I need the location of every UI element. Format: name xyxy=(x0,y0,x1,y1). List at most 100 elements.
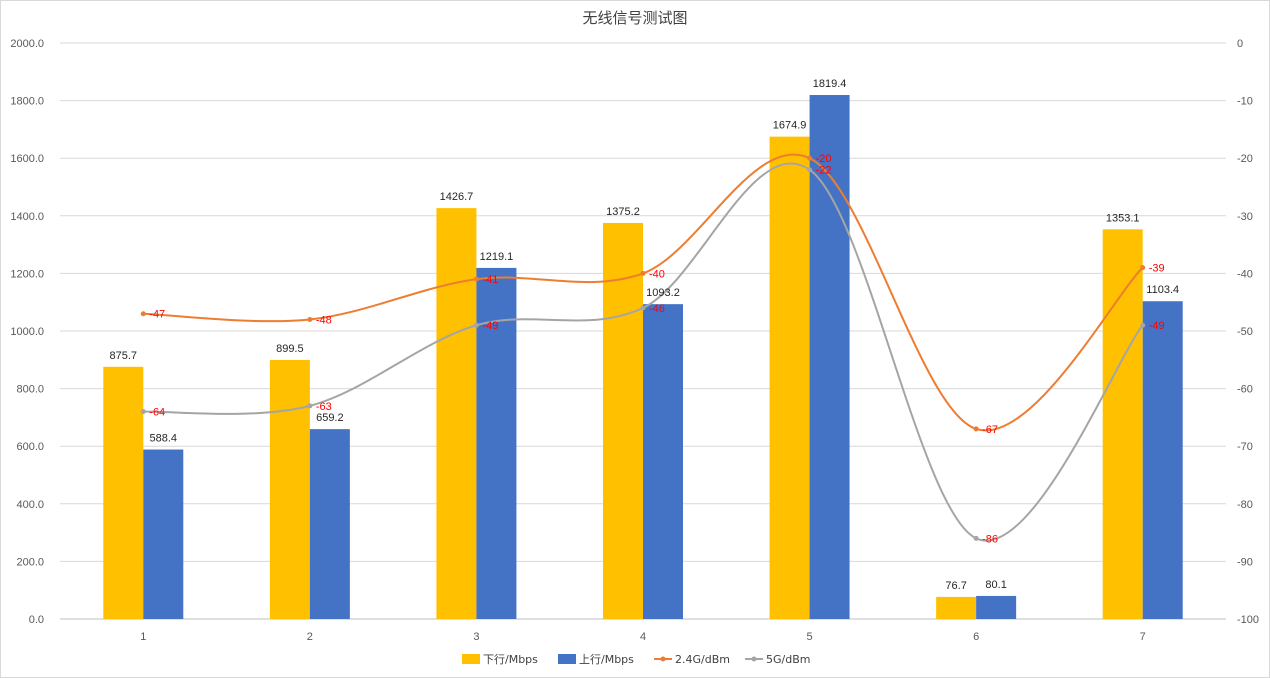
right-axis: 0 -10 -20 -30 -40 -50 -60 -70 -80 -90 -100 xyxy=(1237,38,1259,626)
bar-data-label: 1353.1 xyxy=(1106,212,1140,224)
right-tick-label: -10 xyxy=(1237,96,1253,108)
bar-upload xyxy=(976,595,1017,619)
bar-data-label: 76.7 xyxy=(945,580,966,592)
line-5g xyxy=(143,162,1144,542)
chart-title: 无线信号测试图 xyxy=(582,9,687,27)
right-tick-label: 0 xyxy=(1237,38,1243,50)
line-point-5g xyxy=(807,167,813,173)
line-data-label: -49 xyxy=(1149,320,1165,332)
legend-label-24g: 2.4G/dBm xyxy=(675,653,730,666)
right-tick-label: -50 xyxy=(1237,326,1253,338)
left-tick-label: 800.0 xyxy=(16,384,44,396)
bar-download xyxy=(936,596,977,619)
bar-data-label: 588.4 xyxy=(150,433,178,445)
right-tick-label: -90 xyxy=(1237,556,1253,568)
left-tick-label: 1800.0 xyxy=(10,96,44,108)
bar-upload xyxy=(1142,301,1183,619)
line-point-24g xyxy=(473,276,479,282)
bar-upload xyxy=(143,449,184,619)
left-tick-label: 200.0 xyxy=(16,556,44,568)
left-tick-label: 1000.0 xyxy=(10,326,44,338)
left-tick-label: 2000.0 xyxy=(10,38,44,50)
line-point-24g xyxy=(307,316,313,322)
line-24g xyxy=(143,153,1144,432)
bar-upload xyxy=(476,267,517,619)
line-point-5g xyxy=(473,322,479,328)
line-data-label: -22 xyxy=(816,165,832,177)
right-tick-label: -20 xyxy=(1237,153,1253,165)
line-data-label: -40 xyxy=(649,268,665,280)
bar-upload xyxy=(809,95,850,619)
line-point-5g xyxy=(640,305,646,311)
right-tick-label: -100 xyxy=(1237,614,1259,626)
lines xyxy=(140,153,1146,542)
x-tick-label: 7 xyxy=(1140,631,1146,643)
line-point-5g xyxy=(307,403,313,409)
legend-swatch-download xyxy=(462,654,480,664)
left-tick-label: 1400.0 xyxy=(10,211,44,223)
left-tick-label: 1600.0 xyxy=(10,153,44,165)
x-tick-label: 6 xyxy=(973,631,979,643)
data-labels: 875.7 899.5 1426.7 1375.2 1674.9 76.7 1353.1 58… xyxy=(110,78,1180,592)
bar-data-label: 1219.1 xyxy=(480,251,514,263)
line-point-24g xyxy=(1140,265,1146,271)
line-point-24g xyxy=(807,155,813,161)
left-axis: 0.0 200.0 400.0 600.0 800.0 1000.0 1200.0 1400.… xyxy=(10,38,44,626)
left-tick-label: 600.0 xyxy=(16,441,44,453)
legend-label-upload: 上行/Mbps xyxy=(579,653,634,666)
left-tick-label: 0.0 xyxy=(29,614,44,626)
right-tick-label: -40 xyxy=(1237,268,1253,280)
bar-upload xyxy=(309,429,350,619)
bar-download xyxy=(769,136,810,620)
x-tick-label: 3 xyxy=(473,631,479,643)
bars xyxy=(103,95,1183,620)
legend-marker-24g xyxy=(660,656,666,662)
left-tick-label: 400.0 xyxy=(16,499,44,511)
line-data-label: -41 xyxy=(482,274,498,286)
bar-data-label: 1819.4 xyxy=(813,78,847,90)
bar-data-label: 659.2 xyxy=(316,412,344,424)
line-point-5g xyxy=(140,409,146,415)
right-tick-label: -30 xyxy=(1237,211,1253,223)
bar-download xyxy=(603,222,643,620)
x-axis: 1 2 3 4 5 6 7 xyxy=(140,631,1146,643)
bar-data-label: 80.1 xyxy=(985,579,1006,591)
line-data-label: -20 xyxy=(816,153,832,165)
bar-data-label: 1103.4 xyxy=(1146,284,1179,296)
bar-download xyxy=(103,366,144,619)
bar-data-label: 1375.2 xyxy=(606,206,640,218)
line-data-label: -63 xyxy=(316,401,332,413)
bar-data-label: 899.5 xyxy=(276,343,304,355)
line-data-label: -39 xyxy=(1149,263,1165,275)
line-data-label: -47 xyxy=(149,309,165,321)
legend: 下行/Mbps 上行/Mbps 2.4G/dBm 5G/dBm xyxy=(462,653,810,666)
legend-label-download: 下行/Mbps xyxy=(483,653,538,666)
right-tick-label: -70 xyxy=(1237,441,1253,453)
bar-data-label: 1674.9 xyxy=(773,120,807,132)
gridlines xyxy=(60,42,1226,620)
x-tick-label: 4 xyxy=(640,631,646,643)
line-point-24g xyxy=(640,270,646,276)
x-tick-label: 2 xyxy=(307,631,313,643)
x-tick-label: 1 xyxy=(140,631,146,643)
legend-marker-5g xyxy=(751,656,757,662)
line-point-5g xyxy=(973,535,979,541)
line-data-label: -86 xyxy=(982,533,998,545)
bar-download xyxy=(1102,229,1143,620)
line-point-24g xyxy=(140,311,146,317)
bar-download xyxy=(269,359,310,619)
line-data-label: -48 xyxy=(316,314,332,326)
bar-data-label: 875.7 xyxy=(110,350,138,362)
left-tick-label: 1200.0 xyxy=(10,268,44,280)
right-tick-label: -60 xyxy=(1237,384,1253,396)
bar-download xyxy=(436,208,477,619)
line-data-label: -46 xyxy=(649,303,665,315)
bar-data-label: 1426.7 xyxy=(440,191,474,203)
bar-upload xyxy=(643,304,683,619)
line-data-label: -64 xyxy=(149,407,165,419)
line-data-label: -67 xyxy=(982,424,998,436)
line-point-24g xyxy=(973,426,979,432)
bar-data-label: 1093.2 xyxy=(646,287,680,299)
line-point-5g xyxy=(1140,322,1146,328)
